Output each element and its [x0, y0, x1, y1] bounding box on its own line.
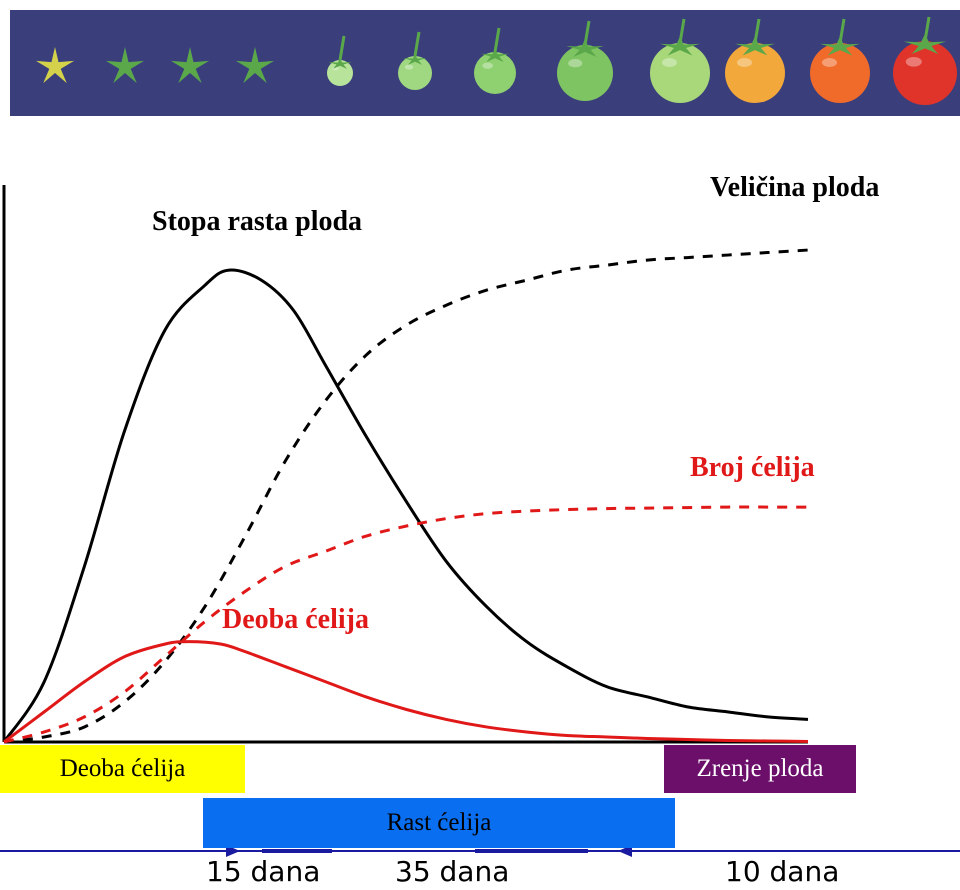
tomato-calyx-icon [235, 47, 275, 84]
tomato-fruit-icon [725, 18, 785, 103]
tomato-fruit-icon [650, 18, 710, 103]
phase-rast-celija: Rast ćelija [203, 798, 675, 848]
tomato-calyx-icon [170, 47, 210, 84]
phase-deoba-celija: Deoba ćelija [0, 745, 245, 793]
timeline [0, 845, 960, 857]
timeline-arrow-left-icon [618, 845, 632, 857]
timeline-arrow-right-icon [226, 845, 240, 857]
series-line-2 [3, 248, 809, 744]
tomato-fruit-icon [810, 18, 870, 103]
phase-rast-celija-label: Rast ćelija [386, 809, 492, 836]
tomato-fruit-icon [557, 20, 613, 101]
label-deoba-celija: Deoba ćelija [222, 604, 369, 635]
label-stopa-rasta-ploda: Stopa rasta ploda [152, 206, 363, 237]
chart-axes [2, 185, 808, 744]
tomato-stages-illustration [35, 16, 957, 105]
label-velicina-ploda: Veličina ploda [710, 172, 880, 203]
series-line-1 [2, 268, 809, 743]
phase-deoba-celija-label: Deoba ćelija [59, 755, 186, 782]
phase-zrenje-ploda: Zrenje ploda [664, 745, 856, 793]
chart-series [2, 248, 809, 744]
tomato-fruit-icon [327, 35, 353, 86]
duration-10-dana: 10 dana [725, 855, 840, 888]
phase-zrenje-ploda-label: Zrenje ploda [696, 755, 824, 782]
tomato-stages-photo-strip [10, 10, 960, 116]
tomato-fruit-icon [398, 31, 432, 90]
label-broj-celija: Broj ćelija [690, 452, 815, 483]
tomato-calyx-icon [105, 47, 145, 84]
series-line-3 [3, 505, 808, 744]
series-line-4 [3, 640, 809, 744]
tomato-flower-icon [35, 47, 75, 84]
duration-15-dana: 15 dana [206, 855, 321, 888]
tomato-fruit-icon [474, 27, 516, 94]
tomato-fruit-icon [893, 16, 957, 105]
duration-35-dana: 35 dana [395, 855, 510, 888]
